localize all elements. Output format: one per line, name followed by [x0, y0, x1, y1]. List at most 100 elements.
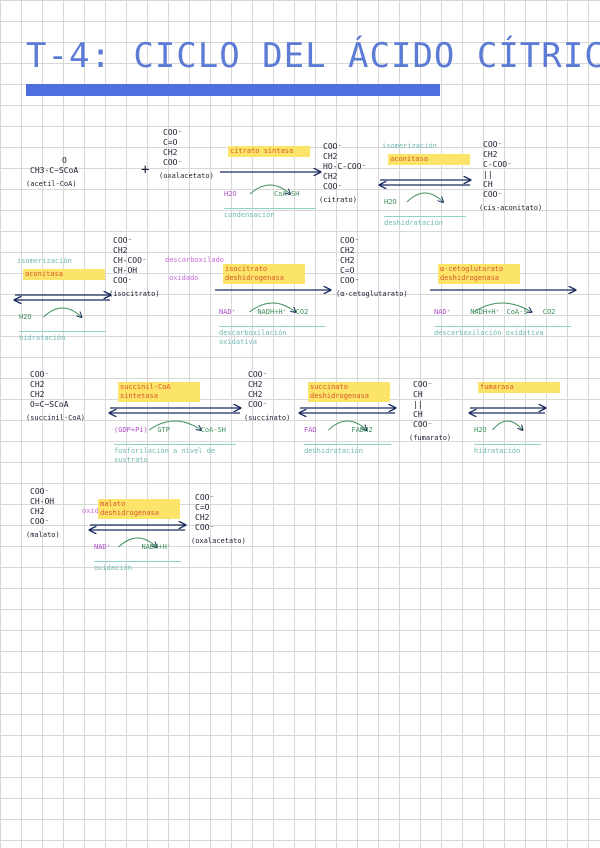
curved-arrow	[249, 184, 290, 194]
cofactor: CO2	[542, 308, 556, 316]
molecule-line: COO⁻	[30, 370, 50, 379]
molecule-line: CH-OH	[30, 497, 55, 506]
molecule-line: COO⁻	[248, 400, 268, 409]
molecule-label: (isocitrato)	[109, 290, 160, 298]
cofactor: H2O	[474, 426, 487, 434]
enzyme: malato deshidrogenasa	[98, 499, 180, 519]
molecule-label: (succinil-CoA)	[26, 414, 86, 422]
molecule-line: ||	[483, 170, 493, 179]
cofactor: CoA-S	[506, 308, 528, 316]
molecule-label: (citrato)	[319, 196, 357, 204]
curved-arrow	[249, 302, 296, 312]
enzyme: succinil-CoA sintetasa	[118, 382, 200, 402]
molecule-line: CH2	[163, 148, 178, 157]
molecule-line: CH2	[113, 246, 128, 255]
enzyme: succinato deshidrogenasa	[308, 382, 390, 402]
molecule-line: HO-C-COO⁻	[323, 162, 367, 171]
molecule-line: C-COO⁻	[483, 160, 512, 169]
cofactor: NADH+H⁺	[141, 543, 172, 551]
molecule-label: (acetil-CoA)	[26, 180, 77, 188]
enzyme: α-cetoglutarato deshidrogenasa	[438, 264, 520, 284]
cofactor: NAD⁺	[434, 308, 451, 316]
title: T-4: CICLO DEL ÁCIDO CÍTRICO	[26, 36, 600, 76]
cofactor: NADH+H⁺	[470, 308, 500, 316]
cofactor: H2O	[384, 198, 397, 206]
molecule-line: C=O	[163, 138, 178, 147]
cofactor: H2O	[19, 313, 32, 321]
title-bar	[26, 84, 440, 96]
reaction-annotation: isomerización	[382, 142, 437, 150]
plus: +	[141, 162, 150, 178]
enzyme: isocitrato deshidrogenasa	[223, 264, 305, 284]
molecule-label: (α-cetoglutarato)	[336, 290, 408, 298]
reaction-type: deshidratación	[304, 444, 391, 456]
enzyme: citrato sintasa	[228, 146, 310, 157]
curved-arrow	[328, 420, 367, 430]
molecule-line: COO⁻	[30, 487, 50, 496]
reaction-annotation: isomerización	[17, 257, 72, 265]
cofactor: GTP	[157, 426, 170, 434]
molecule-line: CH2	[323, 152, 338, 161]
molecule-line: CH-OH	[113, 266, 138, 275]
reaction-type: descarboxilación oxidativa	[434, 326, 571, 338]
molecule-line: COO⁻	[163, 158, 183, 167]
reaction-type: descarboxilación oxidativa	[219, 326, 326, 347]
curved-arrow	[473, 302, 532, 312]
molecule-line: COO⁻	[248, 370, 268, 379]
reaction-type: fosforilación a nivel de sustrato	[114, 444, 236, 465]
molecule-line: COO⁻	[323, 182, 343, 191]
cofactor: NAD⁺	[94, 543, 111, 551]
molecule-line: COO⁻	[340, 236, 360, 245]
molecule-line: COO⁻	[323, 142, 343, 151]
molecule-annotation: oxidado	[82, 507, 112, 515]
molecule-line: CH2	[30, 380, 45, 389]
molecule-line: COO⁻	[340, 276, 360, 285]
molecule-line: COO⁻	[163, 128, 183, 137]
molecule-line: CH	[413, 410, 423, 419]
molecule-line: COO⁻	[113, 276, 133, 285]
cofactor: H2O	[224, 190, 237, 198]
molecule-line: ||	[413, 400, 423, 409]
cofactor: NAD⁺	[219, 308, 236, 316]
molecule-annotation: descarboxilado	[165, 256, 225, 264]
curved-arrow	[406, 192, 443, 202]
molecule-line: COO⁻	[413, 420, 433, 429]
molecule-line: COO⁻	[113, 236, 133, 245]
molecule-line: CH2	[340, 256, 355, 265]
curved-arrow	[118, 537, 157, 547]
reaction-type: hidratación	[474, 444, 541, 456]
enzyme: fumarasa	[478, 382, 560, 393]
cofactor: (GDP+Pi)	[114, 426, 148, 434]
molecule-line: CH2	[30, 507, 45, 516]
molecule-line: CH2	[248, 390, 263, 399]
molecule-label: (oxalacetato)	[191, 537, 246, 545]
molecule-line: CH2	[323, 172, 338, 181]
molecule-line: O=C~SCoA	[30, 400, 69, 409]
molecule-line: O	[62, 156, 67, 165]
cofactor: CoA-SH	[200, 426, 226, 434]
cofactor: FAD	[304, 426, 317, 434]
molecule-line: COO⁻	[30, 517, 50, 526]
molecule-line: CH3-C~SCoA	[30, 166, 79, 175]
molecule-line: COO⁻	[483, 190, 503, 199]
molecule-line: C=O	[195, 503, 210, 512]
cofactor: CoA-SH	[274, 190, 300, 198]
cofactor: FADH2	[351, 426, 373, 434]
molecule-line: COO⁻	[483, 140, 503, 149]
molecule-line: C=O	[340, 266, 355, 275]
reaction-type: hidratación	[19, 331, 106, 343]
curved-arrow	[148, 420, 201, 430]
curved-arrow	[43, 307, 82, 317]
molecule-label: (malato)	[26, 531, 60, 539]
molecule-line: CH2	[195, 513, 210, 522]
molecule-line: CH2	[483, 150, 498, 159]
molecule-line: CH2	[248, 380, 263, 389]
reaction-type: condensación	[224, 208, 316, 220]
molecule-label: (cis-aconitato)	[479, 204, 543, 212]
molecule-label: (succinato)	[244, 414, 291, 422]
molecule-line: COO⁻	[413, 380, 433, 389]
molecule-line: CH	[413, 390, 423, 399]
reaction-type: deshidratación	[384, 216, 466, 228]
